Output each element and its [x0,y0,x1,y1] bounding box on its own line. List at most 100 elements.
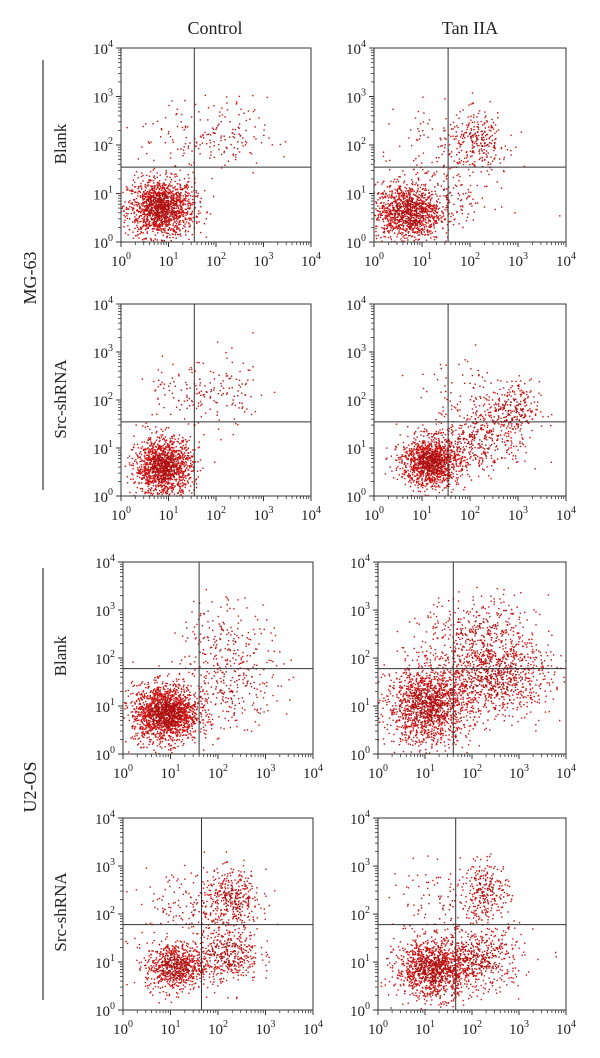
data-point [167,468,169,471]
data-point [448,186,450,188]
data-point [182,481,184,484]
data-point [418,219,421,222]
data-point [232,402,234,404]
data-point [163,472,165,474]
data-point [429,224,432,226]
data-point [154,207,156,209]
data-point [410,191,412,193]
data-point [472,198,474,200]
data-point [169,486,171,488]
data-point [202,362,204,365]
data-point [145,458,147,460]
data-point [176,228,178,231]
data-point [390,227,393,229]
data-point [160,471,162,474]
data-point [157,454,159,457]
data-point [419,202,422,204]
data-point [244,394,246,396]
data-point [390,217,392,219]
data-point [141,472,143,474]
data-point [443,173,445,175]
data-point [442,227,444,229]
data-point [406,215,408,218]
data-point [166,176,168,178]
data-point [181,448,183,450]
data-point [169,473,171,475]
data-point [232,154,234,157]
data-point [189,217,191,219]
data-point [159,454,161,456]
data-point [458,223,460,225]
data-point [145,192,147,194]
data-point [157,229,159,231]
data-point [168,482,170,485]
data-point [164,214,166,216]
data-point [179,184,182,186]
data-point [435,222,437,224]
data-point [473,142,476,144]
data-point [389,226,392,228]
data-point [163,437,165,440]
data-point [147,459,149,462]
data-point [197,405,200,407]
data-point [390,238,392,240]
data-point [170,179,173,181]
data-point [462,135,465,138]
data-point [390,219,392,221]
data-point [165,220,167,222]
data-point [244,411,246,413]
data-point [491,126,493,128]
data-point [206,133,208,136]
data-point [177,453,179,456]
data-point [173,214,175,216]
data-point [461,123,464,125]
data-point [145,475,147,477]
data-point [171,213,174,216]
data-point [410,206,412,209]
data-point [391,204,394,206]
data-point [168,104,170,107]
data-point [405,192,408,194]
data-point [179,480,181,482]
data-point [393,212,395,214]
data-point [172,482,175,484]
data-point [137,222,139,224]
data-point [163,182,165,184]
data-point [168,222,170,224]
data-point [173,229,176,231]
data-point [140,231,142,233]
data-point [181,463,183,465]
data-point [388,208,391,211]
data-point [407,201,409,204]
data-point [169,466,171,469]
data-point [494,143,496,145]
data-point [154,476,156,478]
data-point [424,189,426,191]
data-point [443,180,445,182]
data-point [152,485,155,487]
data-point [487,126,490,128]
data-point [133,443,135,446]
data-point [394,217,397,220]
data-point [152,475,155,477]
data-point [153,380,155,383]
data-point [188,439,190,442]
cell-line-label-mg63: MG-63 [20,252,40,305]
data-point [391,218,393,220]
data-point [227,160,230,162]
data-point [153,219,155,221]
data-point [148,448,150,450]
data-point [392,196,394,199]
data-point [156,225,159,227]
data-point [161,129,163,131]
data-point [520,131,523,133]
data-point [422,96,424,98]
data-point [136,475,139,477]
data-point [243,112,245,114]
data-point [162,457,165,460]
data-point [404,174,406,176]
data-point [199,384,201,386]
data-point [174,186,176,188]
data-point [185,464,187,466]
data-point [165,219,168,222]
